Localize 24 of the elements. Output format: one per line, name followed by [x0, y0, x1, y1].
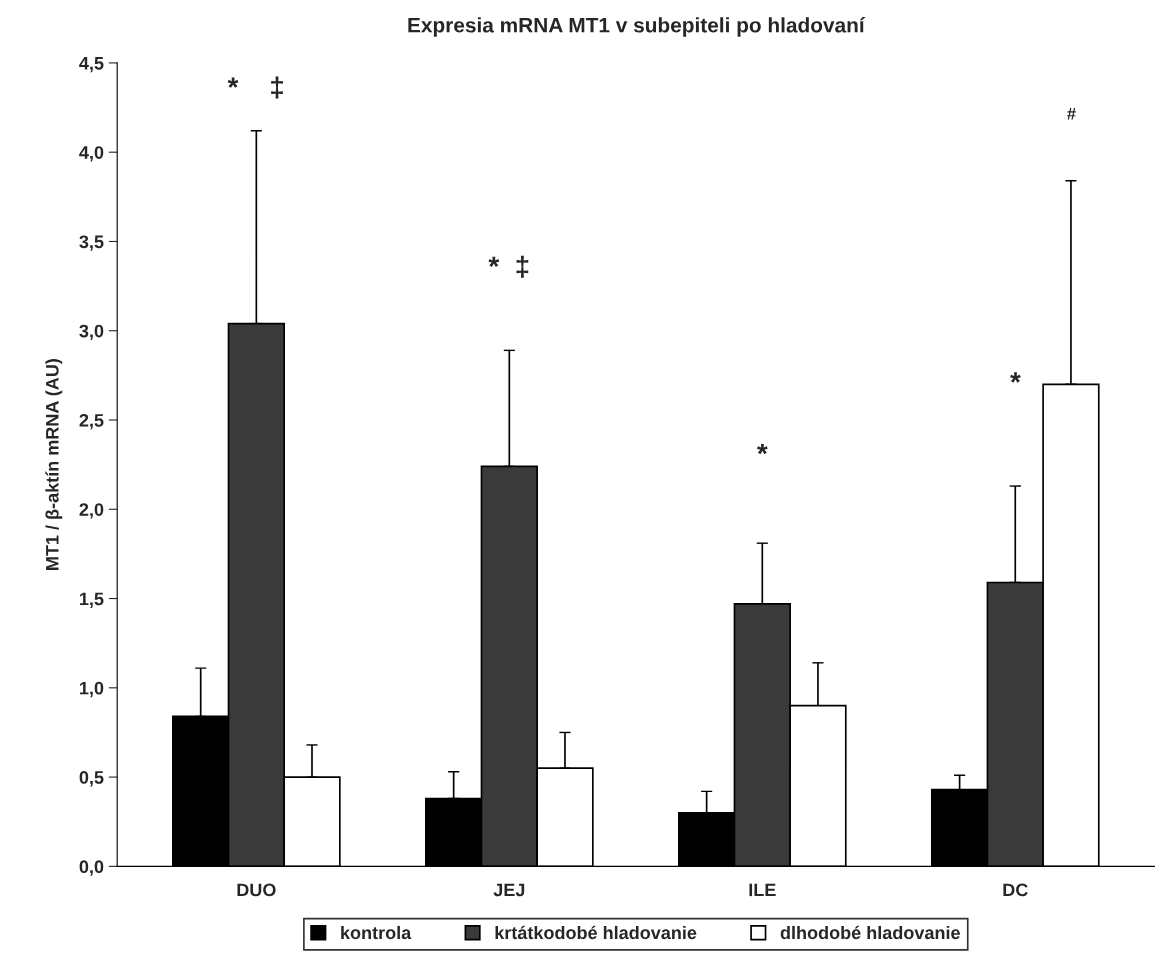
y-tick-label: 2,0 — [79, 503, 104, 519]
y-tick-label: 0,0 — [79, 860, 104, 876]
y-tick-label: 1,0 — [80, 681, 104, 698]
annotation: # — [1067, 108, 1076, 120]
x-tick-label: JEJ — [493, 883, 525, 897]
x-tick-label: DC — [1003, 883, 1028, 897]
y-tick-label: 3,5 — [79, 235, 104, 251]
legend-label: kontrola — [341, 925, 412, 940]
chart-title: Expresia mRNA MT1 v subepiteli po hladovaní — [408, 17, 866, 37]
y-tick-label: 1,5 — [80, 592, 104, 608]
y-axis-title: MT1 / β-aktín mRNA (AU) — [45, 359, 63, 570]
x-tick-label: DUO — [237, 883, 276, 897]
annotation: * — [757, 443, 768, 455]
legend-label: krtátkodobé hladovanie — [495, 925, 697, 940]
annotation: * — [1010, 372, 1021, 383]
y-tick-label: 4,5 — [79, 57, 104, 73]
annotation: * ‡ — [488, 255, 529, 278]
y-tick-label: 0,5 — [79, 771, 104, 787]
annotation: * ‡ — [227, 76, 283, 99]
y-tick-label: 4,0 — [79, 146, 104, 162]
legend-label: dlhodobé hladovanie — [780, 925, 960, 940]
y-tick-label: 2,5 — [79, 413, 104, 430]
x-tick-label: ILE — [749, 883, 776, 897]
y-tick-label: 3,0 — [79, 324, 104, 341]
